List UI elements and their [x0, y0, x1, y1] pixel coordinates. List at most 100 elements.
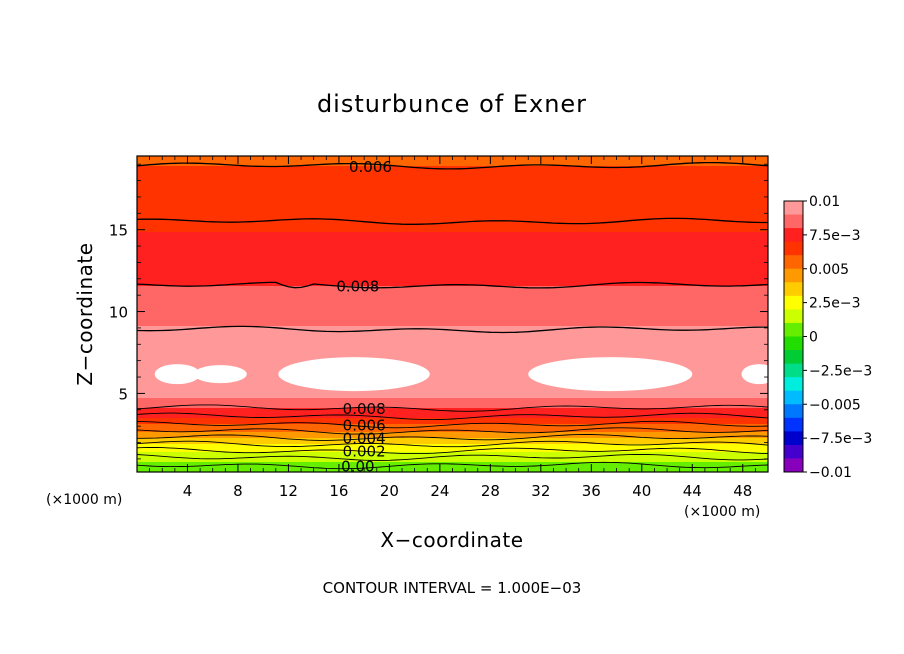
x-tick-label: 44 [683, 482, 702, 500]
x-tick-label: 24 [430, 482, 449, 500]
above-max-region [528, 357, 693, 392]
contour-fill-band [137, 424, 768, 427]
colorbar-swatch [784, 417, 803, 432]
contour-fill-band [137, 228, 768, 231]
contour-interval-note: CONTOUR INTERVAL = 1.000E−03 [323, 579, 582, 597]
contour-fill-band [137, 216, 768, 219]
contour-fill-band [137, 356, 768, 359]
x-tick-label: 32 [531, 482, 550, 500]
contour-fill-band [137, 170, 768, 173]
contour-fill-band [137, 448, 768, 451]
chart-title: disturbunce of Exner [317, 90, 587, 118]
contour-label: 0.006 [343, 417, 386, 435]
contour-fill-band [137, 164, 768, 167]
contour-fill-band [137, 268, 768, 271]
contour-fill-band [137, 290, 768, 293]
x-tick-label: 12 [279, 482, 298, 500]
contour-fill-band [137, 310, 768, 313]
colorbar-swatch [784, 201, 803, 215]
above-max-region [278, 357, 430, 392]
colorbar-swatch [784, 282, 803, 297]
contour-fill-band [137, 456, 768, 459]
contour-fill-band [137, 174, 768, 177]
contour-fill-band [137, 300, 768, 303]
contour-fill-band [137, 444, 768, 447]
colorbar-tick-label: 0.005 [809, 262, 849, 278]
contour-line [137, 453, 768, 461]
contour-line [137, 412, 768, 421]
contour-fill-band [137, 266, 768, 269]
contour-fill-band [137, 274, 768, 277]
contour-fill-band [137, 406, 768, 409]
contour-fill-band [137, 238, 768, 241]
contour-fill-band [137, 226, 768, 229]
contour-fill-band [137, 312, 768, 315]
contour-label: 0.008 [336, 277, 379, 295]
contour-label: 0.008 [343, 400, 386, 418]
contour-fill-band [137, 380, 768, 383]
contour-fill-band [137, 252, 768, 255]
contour-label: 0.00 [341, 457, 374, 475]
contour-fill-band [137, 336, 768, 339]
contour-line [137, 161, 768, 170]
contour-fill-band [137, 276, 768, 279]
contour-line [137, 420, 768, 429]
contour-fill-band [137, 428, 768, 431]
colorbar-swatch [784, 309, 803, 324]
x-axis-title: X−coordinate [380, 528, 523, 552]
contour-fill-band [137, 270, 768, 273]
contour-fill-band [137, 432, 768, 435]
contour-lines-layer [137, 161, 768, 470]
contour-fill-band [137, 320, 768, 323]
y-tick-label: 5 [118, 385, 128, 403]
y-tick-label: 15 [109, 222, 128, 240]
contour-fill-band [137, 384, 768, 387]
colorbar-swatch [784, 390, 803, 405]
x-tick-label: 20 [380, 482, 399, 500]
contour-fill-band [137, 316, 768, 319]
y-axis: 5 10 15 [109, 163, 768, 460]
contour-fill-band [137, 272, 768, 275]
contour-fill-band [137, 332, 768, 335]
colorbar-swatch [784, 241, 803, 256]
contour-fill-band [137, 322, 768, 325]
contour-fill-band [137, 188, 768, 191]
contour-fill-band [137, 288, 768, 291]
contour-fill-band [137, 354, 768, 357]
contour-fill-band [137, 172, 768, 175]
contour-fill-band [137, 366, 768, 369]
contour-line [137, 434, 768, 441]
contour-fill-band [137, 324, 768, 327]
contour-fill-band [137, 368, 768, 371]
contour-fill-band [137, 182, 768, 185]
contour-fill-band [137, 178, 768, 181]
contour-fill-band [137, 160, 768, 163]
contour-fill-band [137, 286, 768, 289]
colorbar-swatch [784, 255, 803, 270]
colorbar-swatch [784, 350, 803, 364]
contour-fill-band [137, 402, 768, 405]
contour-fill-band [137, 460, 768, 463]
colorbar: 0.01 7.5e−3 0.005 2.5e−3 0 −2.5e−3 −0.005 −7.5e… [783, 194, 872, 481]
colorbar-swatch [784, 431, 803, 446]
contour-label: 0.004 [343, 430, 386, 448]
contour-fill-band [137, 462, 768, 465]
colorbar-swatch [784, 295, 803, 310]
contour-line [137, 440, 768, 448]
contour-fill-band [137, 426, 768, 429]
colorbar-swatch [784, 322, 803, 337]
x-tick-label: 48 [733, 482, 752, 500]
contour-fill-band [137, 420, 768, 423]
contour-fill-band [137, 294, 768, 297]
x-tick-label: 36 [582, 482, 601, 500]
contour-fill-band [137, 342, 768, 345]
contour-fill-band [137, 292, 768, 295]
contour-fill-band [137, 434, 768, 437]
contour-line [137, 217, 768, 225]
contour-fill-band [137, 246, 768, 249]
colorbar-swatch [784, 363, 803, 378]
contour-fill-band [137, 350, 768, 353]
contour-fill-band [137, 306, 768, 309]
contour-fill-band [137, 262, 768, 265]
